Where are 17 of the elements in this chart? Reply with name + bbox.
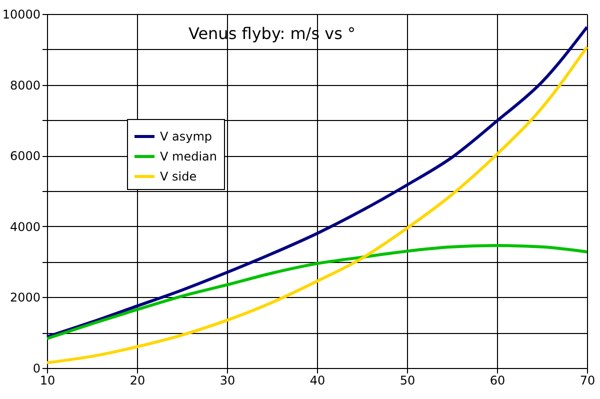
- x-tick-label: 10: [40, 374, 56, 388]
- y-tick-label: 8000: [10, 78, 40, 92]
- x-tick-label: 20: [130, 374, 146, 388]
- x-tick-label: 40: [310, 374, 326, 388]
- y-tick-label: 2000: [10, 290, 40, 305]
- y-tick-label: 0: [32, 362, 40, 376]
- x-tick-label: 70: [580, 374, 596, 388]
- legend-label: V median: [160, 150, 218, 164]
- line-series: [46, 244, 588, 340]
- y-tick-label: 10000: [2, 8, 40, 22]
- y-tick-label: 4000: [10, 220, 40, 234]
- y-tick-label: 6000: [10, 149, 40, 164]
- legend-label: V side: [160, 170, 197, 184]
- x-tick-label: 60: [490, 374, 506, 388]
- legend-label: V asymp: [160, 130, 212, 144]
- x-tick-label: 50: [400, 374, 416, 388]
- x-tick-label: 30: [220, 374, 236, 388]
